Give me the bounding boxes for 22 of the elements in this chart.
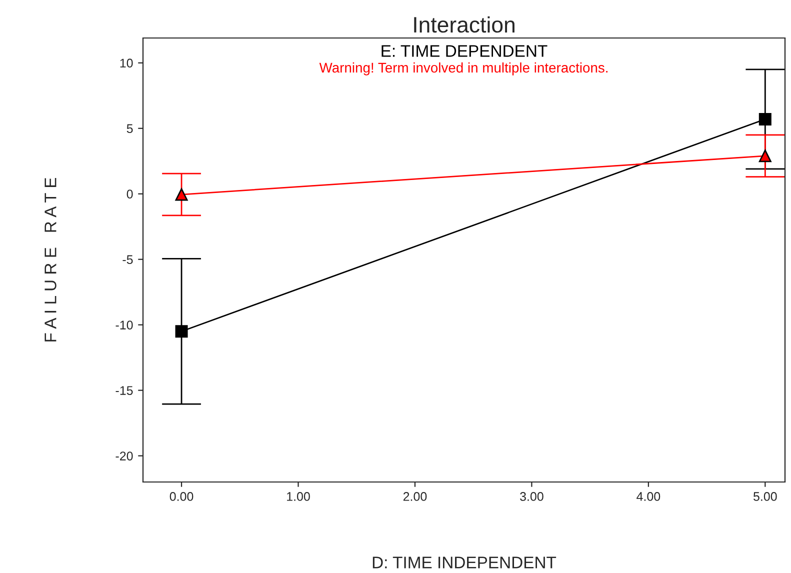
x-tick-label: 0.00 bbox=[170, 492, 194, 501]
y-tick-label: 0 bbox=[126, 190, 133, 199]
x-tick-label: 5.00 bbox=[753, 492, 777, 501]
point bbox=[758, 112, 772, 126]
x-tick-label: 4.00 bbox=[636, 492, 660, 501]
y-tick-label: -15 bbox=[116, 386, 133, 395]
annotation: Warning! Term involved in multiple interactions. bbox=[319, 62, 608, 76]
x-tick-label: 1.00 bbox=[287, 492, 310, 501]
y-tick-label: -10 bbox=[116, 320, 133, 330]
y-tick-label: 5 bbox=[126, 124, 133, 134]
point bbox=[758, 150, 772, 162]
y-tick-label: -20 bbox=[116, 452, 133, 460]
y-tick-label: 10 bbox=[120, 58, 133, 68]
y-tick-label: -5 bbox=[122, 255, 133, 264]
x-tick-label: 3.00 bbox=[520, 492, 544, 501]
chart-title: Interaction bbox=[414, 16, 514, 33]
annotation: E: TIME DEPENDENT bbox=[382, 45, 548, 57]
x-tick-label: 2.00 bbox=[403, 492, 427, 501]
point bbox=[175, 188, 188, 201]
y-axis-title: F A I L U R E R A T E bbox=[44, 178, 56, 342]
point bbox=[175, 325, 188, 338]
x-axis-title: D: TIME INDEPENDENT bbox=[372, 556, 556, 568]
